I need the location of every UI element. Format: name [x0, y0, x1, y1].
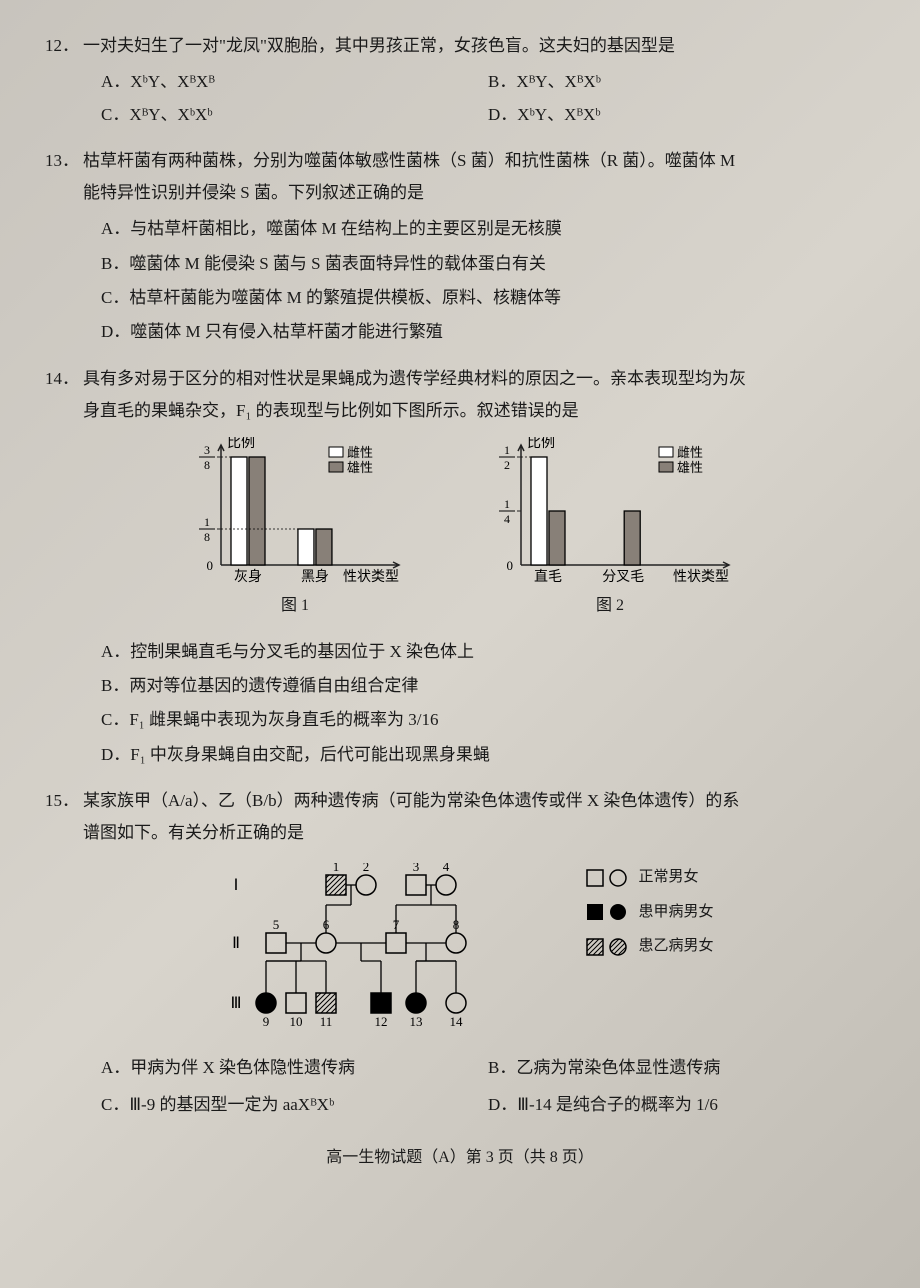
legend-yi: 患乙病男女 — [586, 932, 713, 961]
page-footer: 高一生物试题（A）第 3 页（共 8 页） — [45, 1143, 875, 1173]
svg-text:11: 11 — [320, 1014, 333, 1029]
svg-text:0: 0 — [207, 558, 214, 573]
svg-text:13: 13 — [410, 1014, 423, 1029]
svg-text:雄性: 雄性 — [677, 460, 703, 475]
q15-stem1: 某家族甲（A/a）、乙（B/b）两种遗传病（可能为常染色体遗传或伴 X 染色体遗… — [83, 785, 875, 817]
q15-opt-c: C．Ⅲ-9 的基因型一定为 aaXᴮXᵇ — [101, 1089, 488, 1121]
svg-text:2: 2 — [363, 863, 370, 874]
svg-text:性状类型: 性状类型 — [343, 569, 399, 585]
svg-text:14: 14 — [450, 1014, 464, 1029]
q12-opt-d: D．XᵇY、XᴮXᵇ — [488, 99, 875, 131]
svg-text:3: 3 — [204, 443, 210, 457]
q13-opt-c: C．枯草杆菌能为噬菌体 M 的繁殖提供模板、原料、核糖体等 — [101, 282, 875, 314]
svg-text:黑身: 黑身 — [301, 569, 329, 585]
svg-text:5: 5 — [273, 917, 280, 932]
q13-opt-d: D．噬菌体 M 只有侵入枯草杆菌才能进行繁殖 — [101, 316, 875, 348]
svg-text:2: 2 — [504, 458, 510, 472]
chart-2: 12140比例雌性雄性直毛分叉毛性状类型 图 2 — [485, 437, 735, 621]
chart1-title: 图 1 — [281, 591, 309, 621]
q14-stem1: 具有多对易于区分的相对性状是果蝇成为遗传学经典材料的原因之一。亲本表现型均为灰 — [83, 363, 875, 395]
charts-container: 38180比例雌性雄性灰身黑身性状类型 图 1 12140比例雌性雄性直毛分叉毛… — [45, 437, 875, 621]
q12-opt-b: B．XᴮY、XᴮXᵇ — [488, 66, 875, 98]
svg-text:Ⅱ: Ⅱ — [233, 935, 241, 952]
pedigree-area: 1234567891011121314ⅠⅡⅢ 正常男女 患甲病男女 患乙病男女 — [45, 863, 875, 1038]
q15-stem2: 谱图如下。有关分析正确的是 — [45, 817, 875, 849]
svg-text:0: 0 — [507, 558, 514, 573]
q13-opt-a: A．与枯草杆菌相比，噬菌体 M 在结构上的主要区别是无核膜 — [101, 213, 875, 245]
question-14: 14． 具有多对易于区分的相对性状是果蝇成为遗传学经典材料的原因之一。亲本表现型… — [45, 363, 875, 771]
chart-1: 38180比例雌性雄性灰身黑身性状类型 图 1 — [185, 437, 405, 621]
q14-opt-d: D．F₁ 中灰身果蝇自由交配，后代可能出现黑身果蝇 — [101, 739, 875, 771]
legend-yi-label: 患乙病男女 — [638, 932, 713, 961]
svg-text:直毛: 直毛 — [534, 568, 562, 585]
legend-normal: 正常男女 — [586, 863, 713, 892]
q14-opt-c: C．F₁ 雌果蝇中表现为灰身直毛的概率为 3/16 — [101, 704, 875, 736]
svg-text:性状类型: 性状类型 — [673, 569, 729, 585]
svg-text:4: 4 — [504, 512, 510, 526]
q15-opt-b: B．乙病为常染色体显性遗传病 — [488, 1052, 875, 1084]
q14-stem2: 身直毛的果蝇杂交，F₁ 的表现型与比例如下图所示。叙述错误的是 — [45, 395, 875, 427]
svg-text:比例: 比例 — [527, 437, 555, 451]
q13-opt-b: B．噬菌体 M 能侵染 S 菌与 S 菌表面特异性的载体蛋白有关 — [101, 248, 875, 280]
question-15: 15． 某家族甲（A/a）、乙（B/b）两种遗传病（可能为常染色体遗传或伴 X … — [45, 785, 875, 1121]
svg-text:1: 1 — [504, 497, 510, 511]
svg-text:12: 12 — [375, 1014, 388, 1029]
svg-text:8: 8 — [204, 458, 210, 472]
q14-opt-b: B．两对等位基因的遗传遵循自由组合定律 — [101, 670, 875, 702]
q14-num: 14． — [45, 363, 83, 395]
svg-text:1: 1 — [504, 443, 510, 457]
svg-text:4: 4 — [443, 863, 450, 874]
question-12: 12． 一对夫妇生了一对"龙凤"双胞胎，其中男孩正常，女孩色盲。这夫妇的基因型是… — [45, 30, 875, 131]
svg-text:比例: 比例 — [227, 437, 255, 451]
svg-text:1: 1 — [204, 515, 210, 529]
svg-text:分叉毛: 分叉毛 — [602, 569, 644, 585]
svg-text:灰身: 灰身 — [234, 569, 262, 585]
chart2-title: 图 2 — [596, 591, 624, 621]
chart1-svg: 38180比例雌性雄性灰身黑身性状类型 — [185, 437, 405, 587]
svg-text:Ⅲ: Ⅲ — [231, 995, 242, 1012]
svg-text:雌性: 雌性 — [347, 445, 373, 460]
svg-text:3: 3 — [413, 863, 420, 874]
svg-text:雄性: 雄性 — [347, 460, 373, 475]
chart2-svg: 12140比例雌性雄性直毛分叉毛性状类型 — [485, 437, 735, 587]
legend-normal-label: 正常男女 — [638, 863, 698, 892]
pedigree-diagram: 1234567891011121314ⅠⅡⅢ — [206, 863, 546, 1038]
pedigree-legend: 正常男女 患甲病男女 患乙病男女 — [586, 863, 713, 967]
q12-stem: 一对夫妇生了一对"龙凤"双胞胎，其中男孩正常，女孩色盲。这夫妇的基因型是 — [83, 30, 875, 62]
q13-stem1: 枯草杆菌有两种菌株，分别为噬菌体敏感性菌株（S 菌）和抗性菌株（R 菌）。噬菌体… — [83, 145, 875, 177]
q15-num: 15． — [45, 785, 83, 817]
svg-text:8: 8 — [204, 530, 210, 544]
question-13: 13． 枯草杆菌有两种菌株，分别为噬菌体敏感性菌株（S 菌）和抗性菌株（R 菌）… — [45, 145, 875, 349]
q15-opt-a: A．甲病为伴 X 染色体隐性遗传病 — [101, 1052, 488, 1084]
q15-opt-d: D．Ⅲ-14 是纯合子的概率为 1/6 — [488, 1089, 875, 1121]
q13-stem2: 能特异性识别并侵染 S 菌。下列叙述正确的是 — [45, 177, 875, 209]
q12-opt-a: A．XᵇY、XᴮXᴮ — [101, 66, 488, 98]
q12-num: 12． — [45, 30, 83, 62]
svg-text:雌性: 雌性 — [677, 445, 703, 460]
q14-opt-a: A．控制果蝇直毛与分叉毛的基因位于 X 染色体上 — [101, 636, 875, 668]
svg-text:1: 1 — [333, 863, 340, 874]
legend-jia-label: 患甲病男女 — [638, 898, 713, 927]
q12-opt-c: C．XᴮY、XᵇXᵇ — [101, 99, 488, 131]
svg-text:9: 9 — [263, 1014, 270, 1029]
svg-text:Ⅰ: Ⅰ — [234, 877, 239, 894]
q13-num: 13． — [45, 145, 83, 177]
svg-text:10: 10 — [290, 1014, 303, 1029]
legend-jia: 患甲病男女 — [586, 898, 713, 927]
